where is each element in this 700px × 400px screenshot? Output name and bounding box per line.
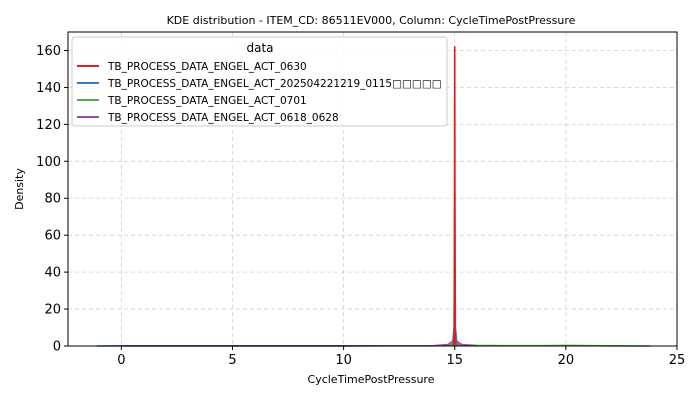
x-tick-label: 5 bbox=[228, 353, 236, 368]
plot-frame bbox=[67, 31, 678, 347]
legend-label-4: TB_PROCESS_DATA_ENGEL_ACT_0618_0628 bbox=[107, 112, 339, 124]
legend: data TB_PROCESS_DATA_ENGEL_ACT_0630TB_PR… bbox=[71, 36, 448, 127]
series-line-1 bbox=[452, 45, 458, 347]
y-tick-label: 100 bbox=[36, 155, 61, 170]
y-tick-label: 0 bbox=[53, 340, 61, 355]
x-axis-label: CycleTimePostPressure bbox=[308, 373, 435, 386]
y-axis-ticks: 0 20 40 60 80 100 120 140 160 bbox=[36, 44, 68, 355]
y-tick-label: 40 bbox=[44, 266, 61, 281]
x-tick-label: 25 bbox=[669, 353, 686, 368]
legend-label-3: TB_PROCESS_DATA_ENGEL_ACT_0701 bbox=[107, 95, 307, 107]
y-tick-label: 60 bbox=[44, 229, 61, 244]
legend-title: data bbox=[246, 41, 273, 55]
y-tick-label: 80 bbox=[44, 192, 61, 207]
x-tick-label: 15 bbox=[446, 353, 463, 368]
x-axis-ticks: 0 5 10 15 20 25 bbox=[117, 346, 685, 368]
legend-label-1: TB_PROCESS_DATA_ENGEL_ACT_0630 bbox=[107, 61, 307, 73]
y-tick-label: 160 bbox=[36, 44, 61, 59]
series-area-2 bbox=[96, 189, 466, 346]
x-tick-label: 0 bbox=[117, 353, 125, 368]
x-tick-label: 20 bbox=[558, 353, 575, 368]
legend-label-2: TB_PROCESS_DATA_ENGEL_ACT_202504221219_0… bbox=[107, 78, 442, 90]
legend-items: TB_PROCESS_DATA_ENGEL_ACT_0630 TB_PROCESS… bbox=[77, 61, 442, 124]
y-tick-label: 140 bbox=[36, 81, 61, 96]
chart-title: KDE distribution - ITEM_CD: 86511EV000, … bbox=[167, 14, 576, 27]
legend-box bbox=[71, 36, 448, 127]
series-line-2 bbox=[96, 188, 467, 347]
x-tick-label: 10 bbox=[335, 353, 352, 368]
series-line-4 bbox=[121, 339, 478, 347]
y-axis-label: Density bbox=[13, 168, 26, 210]
y-tick-label: 20 bbox=[44, 303, 61, 318]
y-tick-label: 120 bbox=[36, 118, 61, 133]
